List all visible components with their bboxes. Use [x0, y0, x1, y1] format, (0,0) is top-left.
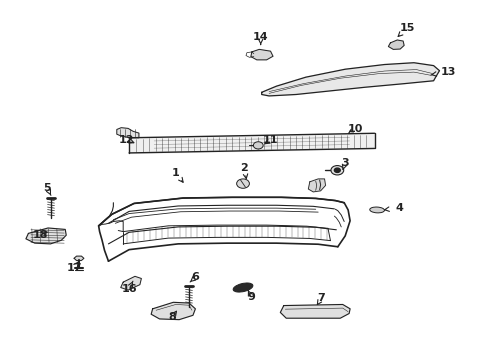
Ellipse shape: [369, 207, 384, 213]
Polygon shape: [308, 179, 325, 192]
Polygon shape: [280, 305, 349, 318]
Text: 15: 15: [397, 23, 414, 36]
Text: 11: 11: [262, 135, 278, 145]
Polygon shape: [74, 256, 84, 261]
Text: 13: 13: [430, 67, 455, 77]
Text: 2: 2: [240, 163, 248, 179]
Circle shape: [334, 168, 340, 172]
Polygon shape: [26, 228, 66, 244]
Polygon shape: [117, 128, 139, 138]
Circle shape: [236, 179, 249, 188]
Text: 5: 5: [43, 183, 51, 195]
Circle shape: [253, 142, 263, 149]
Text: 6: 6: [190, 273, 199, 283]
Text: 4: 4: [384, 203, 402, 213]
Polygon shape: [261, 63, 439, 96]
Text: 9: 9: [247, 291, 255, 302]
Polygon shape: [250, 49, 272, 60]
Text: 12: 12: [118, 135, 134, 145]
Text: 17: 17: [66, 262, 81, 273]
Text: 18: 18: [32, 230, 48, 240]
Polygon shape: [151, 302, 195, 320]
Text: 3: 3: [341, 158, 348, 170]
Text: 1: 1: [171, 168, 183, 182]
Polygon shape: [387, 40, 403, 49]
Text: 8: 8: [167, 311, 176, 323]
Ellipse shape: [233, 283, 252, 292]
Polygon shape: [121, 276, 141, 290]
Text: 16: 16: [121, 281, 137, 294]
Text: 10: 10: [346, 125, 362, 135]
Circle shape: [330, 166, 343, 175]
Text: 7: 7: [317, 293, 325, 305]
Text: 14: 14: [252, 32, 268, 45]
